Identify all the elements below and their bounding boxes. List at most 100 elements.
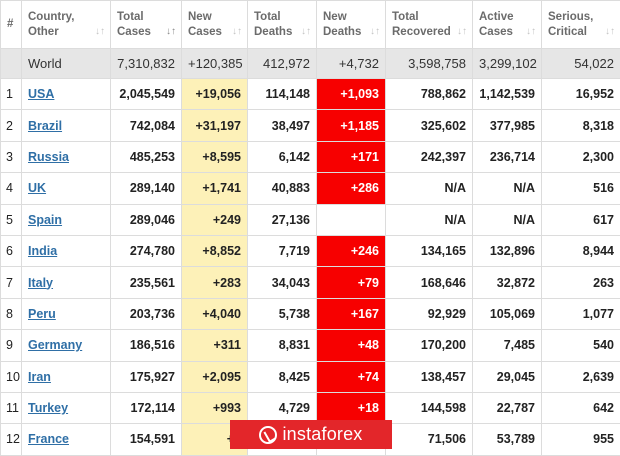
total-deaths-cell: 114,148 [248,79,317,110]
serious-cell: 8,318 [542,110,620,141]
active-cases-cell: 7,485 [473,330,542,361]
total-deaths-cell: 6,142 [248,141,317,172]
country-link[interactable]: UK [28,181,46,195]
total-recovered-cell: 325,602 [386,110,473,141]
header-new-deaths[interactable]: New Deaths ↓↑ [317,1,386,49]
sort-active-icon[interactable]: ↓↑ [166,24,176,39]
sort-icon[interactable]: ↓↑ [457,24,467,39]
country-link[interactable]: India [28,244,57,258]
country-link[interactable]: Russia [28,150,69,164]
country-cell: Russia [22,141,111,172]
sort-icon[interactable]: ↓↑ [605,24,615,39]
header-active-cases-line1: Active [479,10,535,25]
new-deaths-cell [317,204,386,235]
active-cases-cell: N/A [473,204,542,235]
total-deaths-cell: 38,497 [248,110,317,141]
new-deaths-cell: +171 [317,141,386,172]
new-cases-cell: +2,095 [182,361,248,392]
row-index: 8 [1,298,22,329]
new-cases-cell: +1,741 [182,173,248,204]
country-cell: Spain [22,204,111,235]
header-active-cases[interactable]: Active Cases ↓↑ [473,1,542,49]
country-link[interactable]: Brazil [28,119,62,133]
country-link[interactable]: France [28,432,69,446]
header-new-cases[interactable]: New Cases ↓↑ [182,1,248,49]
row-index: 5 [1,204,22,235]
sort-icon[interactable]: ↓↑ [526,24,536,39]
country-cell: Italy [22,267,111,298]
serious-cell: 8,944 [542,235,620,266]
instaforex-banner[interactable]: instaforex [230,420,392,449]
sort-icon[interactable]: ↓↑ [370,24,380,39]
header-total-recovered-line1: Total [392,10,466,25]
total-recovered-cell: 242,397 [386,141,473,172]
total-cases-cell: 235,561 [111,267,182,298]
header-new-cases-line1: New [188,10,241,25]
new-deaths-cell: +1,185 [317,110,386,141]
total-cases-cell: 154,591 [111,424,182,455]
banner-text: instaforex [282,424,362,445]
total-recovered-cell: 71,506 [386,424,473,455]
total-deaths-cell: 8,425 [248,361,317,392]
total-deaths-cell: 34,043 [248,267,317,298]
country-link[interactable]: USA [28,87,54,101]
header-serious-critical[interactable]: Serious, Critical ↓↑ [542,1,620,49]
total-deaths-cell: 27,136 [248,204,317,235]
serious-cell: 540 [542,330,620,361]
new-deaths-cell: +286 [317,173,386,204]
new-cases-cell: +283 [182,267,248,298]
country-link[interactable]: Peru [28,307,56,321]
row-index: 10 [1,361,22,392]
country-cell: USA [22,79,111,110]
country-link[interactable]: Spain [28,213,62,227]
total-deaths-cell: 8,831 [248,330,317,361]
serious-cell: 516 [542,173,620,204]
total-recovered-cell: 138,457 [386,361,473,392]
sort-icon[interactable]: ↓↑ [232,24,242,39]
country-link[interactable]: Germany [28,338,82,352]
row-index: 7 [1,267,22,298]
new-cases-cell: +249 [182,204,248,235]
active-cases-cell: 132,896 [473,235,542,266]
row-index: 2 [1,110,22,141]
world-new-deaths: +4,732 [317,49,386,79]
serious-cell: 2,300 [542,141,620,172]
total-recovered-cell: 134,165 [386,235,473,266]
header-country[interactable]: Country, Other ↓↑ [22,1,111,49]
world-country: World [22,49,111,79]
country-cell: France [22,424,111,455]
country-link[interactable]: Turkey [28,401,68,415]
new-deaths-cell: +246 [317,235,386,266]
country-cell: India [22,235,111,266]
header-total-deaths[interactable]: Total Deaths ↓↑ [248,1,317,49]
country-cell: UK [22,173,111,204]
new-deaths-cell: +167 [317,298,386,329]
total-cases-cell: 289,046 [111,204,182,235]
active-cases-cell: 1,142,539 [473,79,542,110]
country-link[interactable]: Italy [28,276,53,290]
active-cases-cell: 377,985 [473,110,542,141]
sort-icon[interactable]: ↓↑ [301,24,311,39]
world-row: World 7,310,832 +120,385 412,972 +4,732 … [1,49,620,79]
header-total-recovered[interactable]: Total Recovered ↓↑ [386,1,473,49]
total-recovered-cell: 788,862 [386,79,473,110]
sort-icon[interactable]: ↓↑ [95,24,105,39]
country-cell: Brazil [22,110,111,141]
header-total-cases[interactable]: Total Cases ↓↑ [111,1,182,49]
world-total-cases: 7,310,832 [111,49,182,79]
active-cases-cell: 29,045 [473,361,542,392]
country-link[interactable]: Iran [28,370,51,384]
world-total-deaths: 412,972 [248,49,317,79]
active-cases-cell: 22,787 [473,392,542,423]
new-cases-cell: +4,040 [182,298,248,329]
header-total-recovered-line2: Recovered [392,25,466,40]
country-cell: Turkey [22,392,111,423]
row-index: 6 [1,235,22,266]
